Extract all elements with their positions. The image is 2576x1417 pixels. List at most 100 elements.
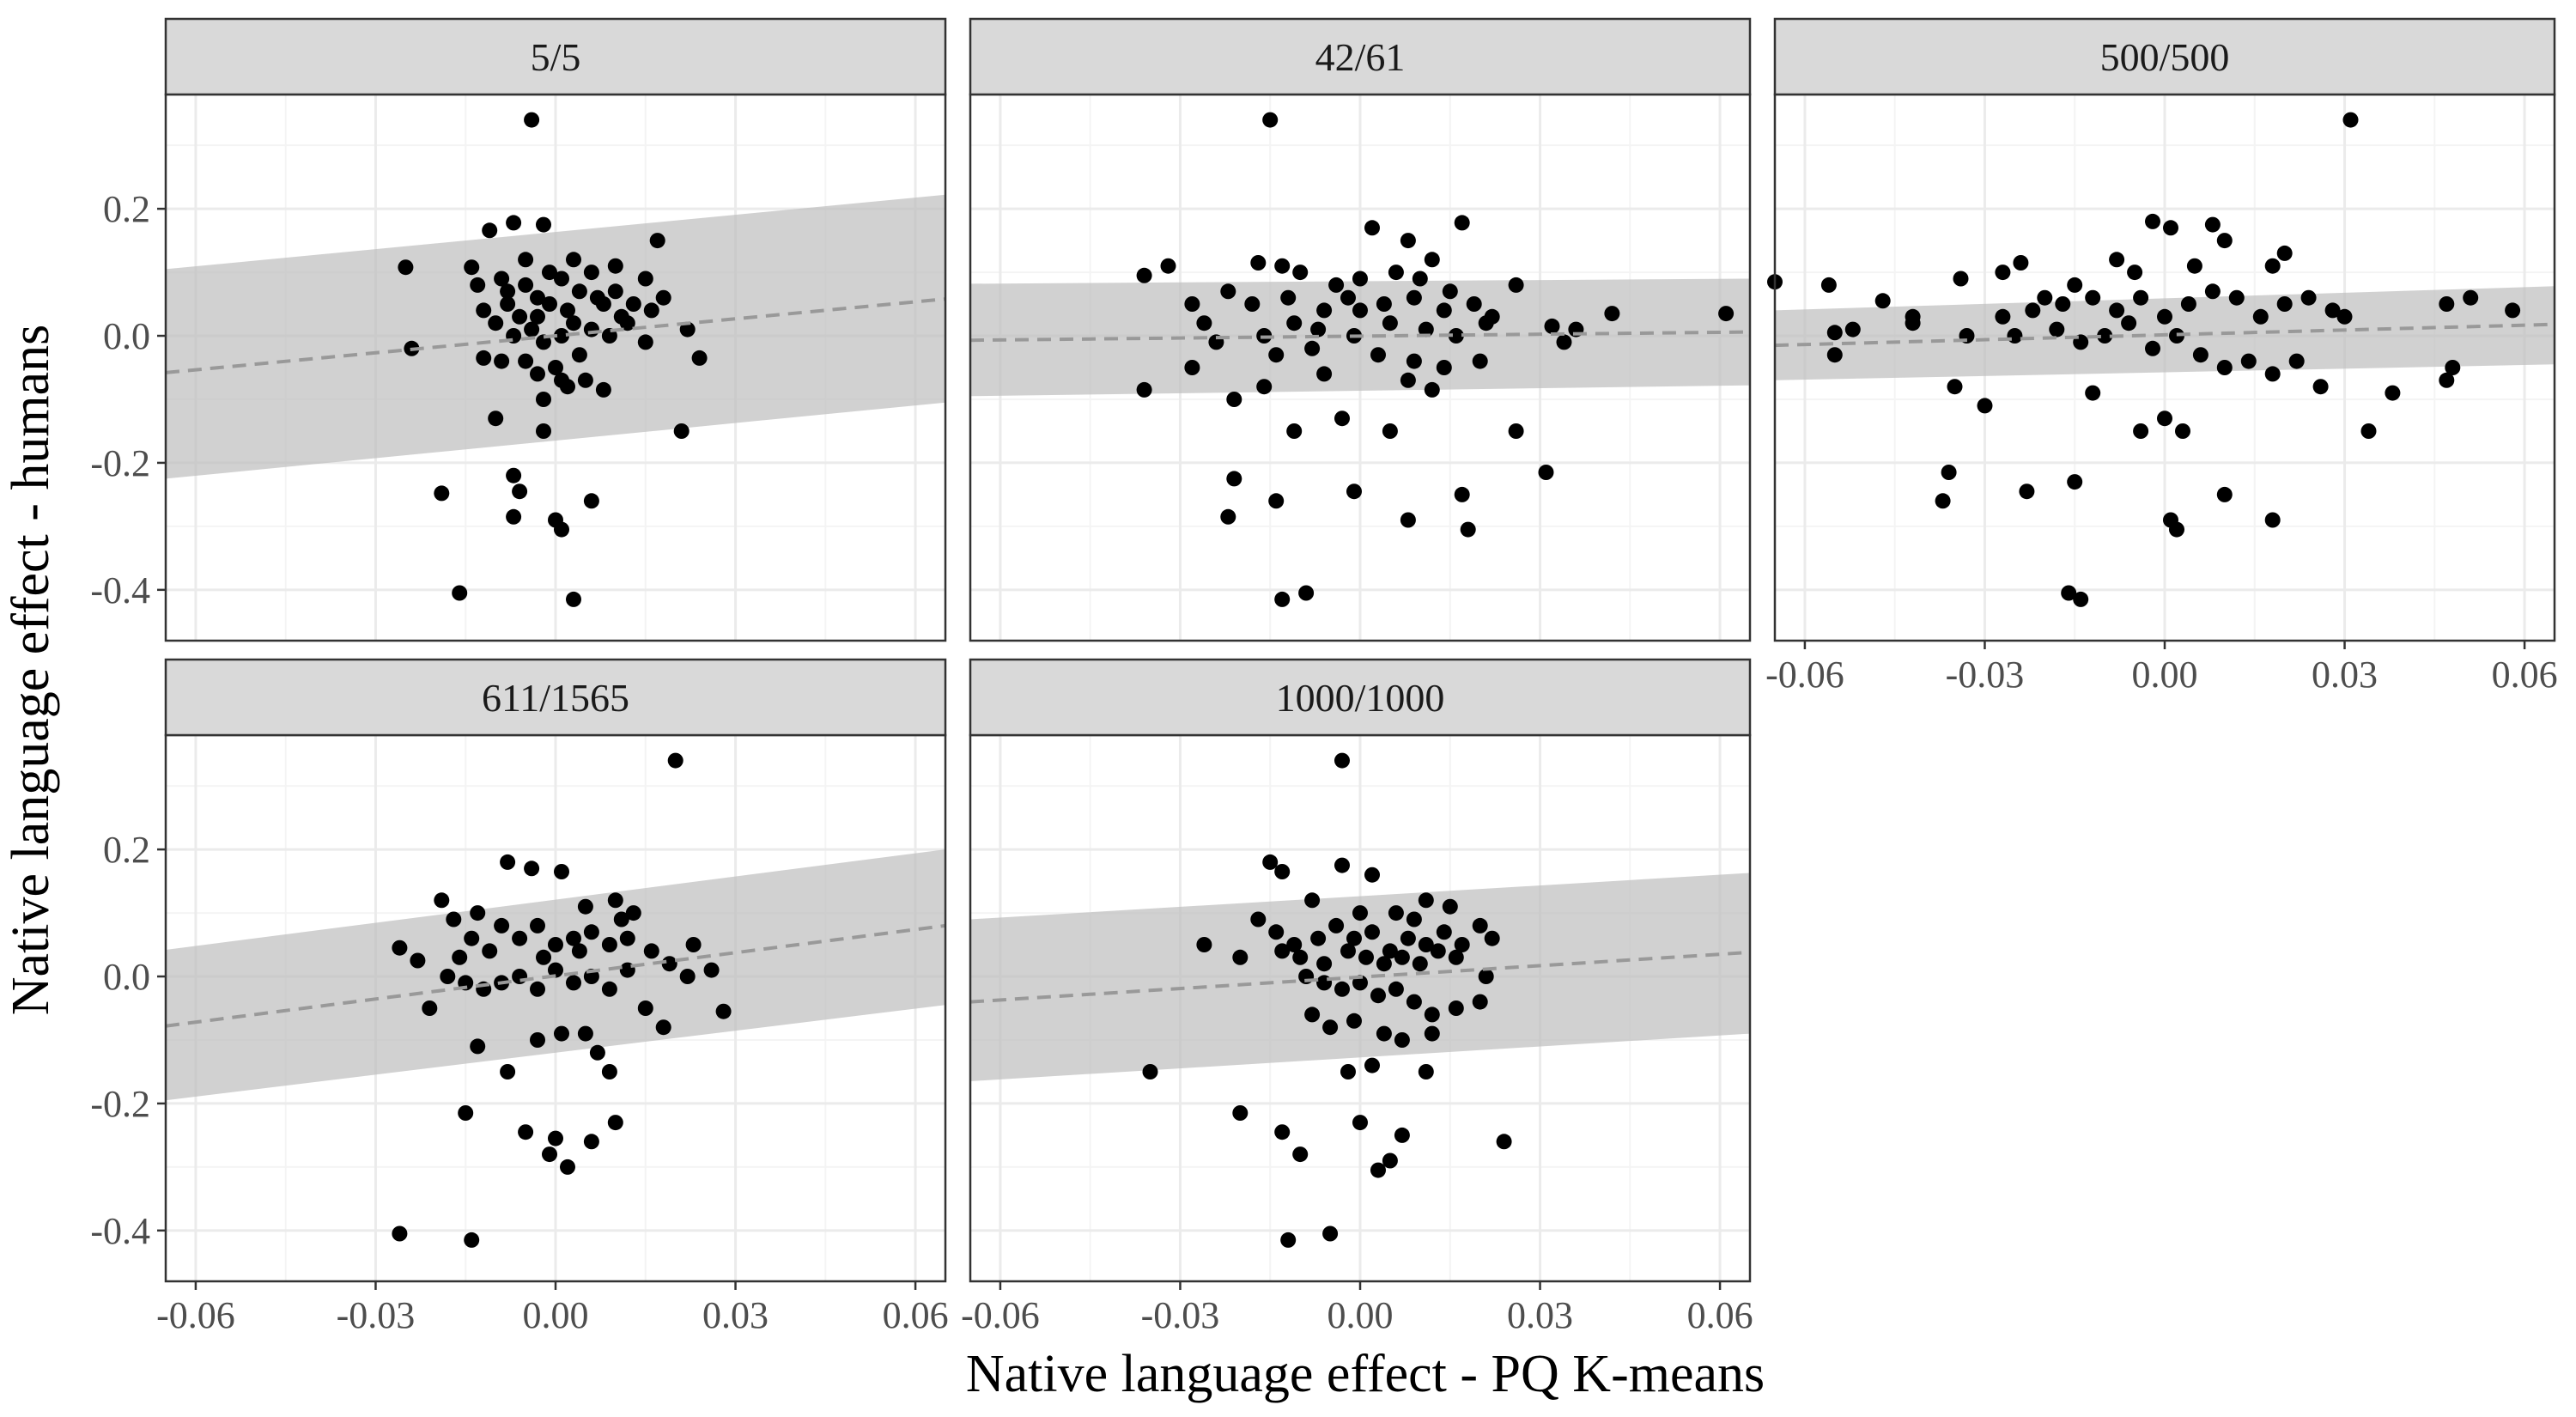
data-point [2133,289,2149,306]
facet-panel: 5/5 -0.4 -0.2 0.0 0.2 [90,17,947,642]
data-point [661,956,677,972]
data-point [1256,379,1273,395]
data-point [691,350,708,366]
data-point [1406,911,1422,927]
data-point [1298,585,1315,601]
y-tick-label: 0.0 [103,956,150,998]
fit-line [1775,322,2555,348]
data-point [1430,943,1446,959]
data-point [494,271,510,287]
data-point [1460,521,1476,538]
data-point [2163,220,2178,236]
data-point [679,321,696,338]
data-point [2264,366,2281,382]
data-point [1844,321,1861,338]
data-point [2109,302,2125,319]
data-point [392,1225,408,1242]
data-point [1977,398,1993,414]
data-point [1250,911,1267,927]
x-axis-title: Native language effect - PQ K-means [966,1345,1765,1403]
data-point [607,1115,623,1131]
data-point [1232,949,1249,965]
data-point [1322,1019,1339,1036]
data-point [667,752,683,769]
data-point [613,911,629,927]
data-point [530,917,545,934]
data-point [2145,340,2160,356]
data-point [1935,493,1951,509]
data-point [524,321,540,338]
data-point [530,289,545,306]
data-point [548,937,563,952]
data-point [530,981,545,997]
facet-strip-label: 5/5 [531,35,581,79]
data-point [673,423,690,439]
x-tick-label: 0.03 [702,1294,769,1336]
data-point [1478,315,1494,331]
facet-strip [164,658,947,737]
data-point [577,1025,593,1042]
data-point [566,930,581,946]
data-point [1400,512,1416,528]
data-point [1328,277,1345,293]
data-point [637,271,653,287]
data-point [649,233,665,249]
x-tick-label: 0.00 [1327,1294,1394,1336]
data-point [392,940,408,956]
data-point [530,308,545,325]
data-point [1340,1064,1356,1079]
data-point [458,1105,474,1121]
data-point [1448,328,1464,344]
data-point [1400,372,1416,388]
data-point [2157,411,2172,427]
data-point [1436,302,1452,319]
data-point [2049,321,2065,338]
data-point [655,289,671,306]
data-point [583,924,599,940]
data-point [506,508,522,525]
data-point [2097,328,2113,344]
data-point [703,962,720,978]
data-point [1406,289,1422,306]
data-point [1484,930,1500,946]
data-point [2073,591,2089,607]
y-tick-label: 0.2 [103,188,150,230]
data-point [2385,385,2401,401]
data-point [2186,258,2202,274]
data-point [1382,315,1398,331]
data-point [482,943,498,959]
data-point [1376,956,1392,972]
data-point [1370,347,1386,363]
data-point [1352,271,1368,287]
data-point [1418,1064,1434,1079]
data-point [2312,379,2329,395]
data-point [715,1003,732,1019]
data-point [1334,857,1350,873]
data-point [464,259,480,276]
data-point [1274,1124,1291,1140]
x-tick-label: 0.06 [883,1294,949,1336]
data-point [2180,296,2196,312]
data-point [518,252,534,268]
x-tick-label: 0.06 [2492,654,2558,696]
data-point [1244,296,1261,312]
data-point [1544,318,1560,334]
data-point [1508,277,1524,293]
data-point [2204,283,2221,300]
data-point [2192,347,2208,363]
data-point [1376,1025,1392,1042]
data-point [2276,296,2293,312]
data-point [2288,353,2305,369]
data-point [434,485,450,502]
data-point [488,315,504,331]
data-point [1142,1064,1158,1079]
data-point [1268,347,1285,363]
data-point [625,296,641,312]
data-point [1820,277,1837,293]
data-point [434,892,450,909]
data-point [536,392,551,407]
data-point [548,360,563,375]
data-point [1388,265,1404,281]
data-point [2133,423,2149,439]
data-point [2439,296,2455,312]
